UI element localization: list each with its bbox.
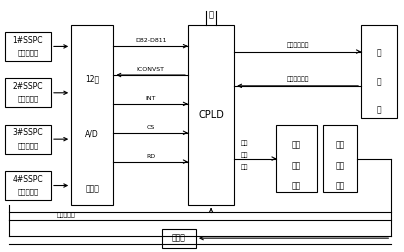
- Text: 开关量采集: 开关量采集: [57, 212, 76, 218]
- Bar: [5, 78, 51, 107]
- Bar: [5, 171, 51, 200]
- Text: 上: 上: [377, 48, 381, 57]
- Text: 模拟量调理: 模拟量调理: [17, 142, 38, 149]
- Text: 12位: 12位: [85, 75, 99, 84]
- Text: INT: INT: [145, 96, 156, 101]
- Text: 保护: 保护: [292, 161, 301, 170]
- Text: CS: CS: [147, 125, 155, 130]
- Text: 开关: 开关: [335, 141, 345, 150]
- Text: 驱动: 驱动: [292, 141, 301, 150]
- Text: 机: 机: [377, 105, 381, 114]
- Bar: [71, 24, 114, 205]
- Text: 信号: 信号: [240, 165, 248, 170]
- Text: D82-D811: D82-D811: [135, 38, 166, 43]
- Text: 转换器: 转换器: [85, 184, 99, 193]
- Text: 执行: 执行: [335, 161, 345, 170]
- Text: A/D: A/D: [85, 129, 99, 138]
- Bar: [323, 125, 357, 193]
- Text: 控制输入口线: 控制输入口线: [286, 77, 309, 82]
- Text: 位: 位: [377, 77, 381, 86]
- Bar: [276, 125, 317, 193]
- Text: CPLD: CPLD: [198, 110, 224, 120]
- Bar: [5, 125, 51, 153]
- Text: 模拟量调理: 模拟量调理: [17, 49, 38, 56]
- Text: 负载组: 负载组: [172, 234, 186, 243]
- Text: 1#SSPC: 1#SSPC: [13, 36, 43, 45]
- Text: 电路: 电路: [292, 182, 301, 191]
- Bar: [162, 229, 196, 247]
- Bar: [361, 24, 397, 118]
- Text: 状态输出口线: 状态输出口线: [286, 43, 309, 48]
- Text: 2#SSPC: 2#SSPC: [13, 82, 43, 91]
- Text: ICONVST: ICONVST: [137, 67, 165, 72]
- Bar: [5, 32, 51, 61]
- Text: 换: 换: [208, 10, 213, 19]
- Text: 电路: 电路: [335, 182, 345, 191]
- Text: 4#SSPC: 4#SSPC: [13, 175, 43, 184]
- Text: 开关: 开关: [240, 141, 248, 146]
- Text: 模拟量调理: 模拟量调理: [17, 96, 38, 103]
- Text: 3#SSPC: 3#SSPC: [13, 128, 43, 137]
- Text: RD: RD: [146, 154, 155, 159]
- Bar: [188, 24, 234, 205]
- Text: 模拟量调理: 模拟量调理: [17, 188, 38, 195]
- Text: 控制: 控制: [240, 153, 248, 158]
